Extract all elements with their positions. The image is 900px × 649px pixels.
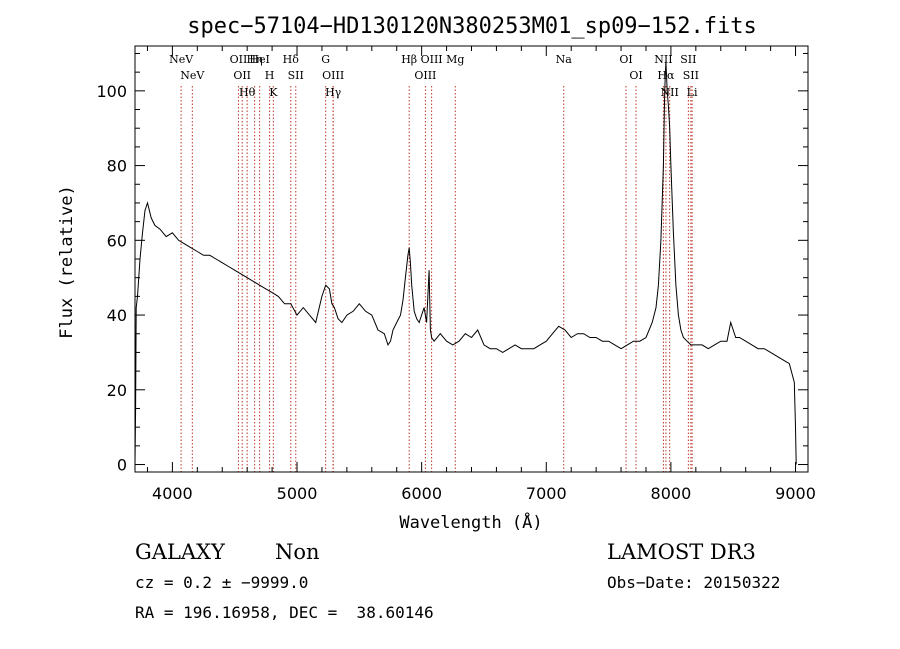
y-tick-label: 20	[107, 381, 127, 400]
line-marker-label: Hθ	[239, 86, 256, 99]
line-marker-label: SII	[288, 69, 304, 82]
y-tick-label: 100	[96, 82, 127, 101]
spectrum-line	[134, 60, 797, 465]
object-subclass: Non	[275, 540, 320, 564]
x-tick-label: 5000	[277, 484, 318, 503]
line-marker-label: H	[265, 69, 275, 82]
redshift-readout: cz = 0.2 ± −9999.0	[135, 573, 309, 592]
survey-name: LAMOST DR3	[607, 540, 756, 564]
coordinates: RA = 196.16958, DEC = 38.60146	[135, 603, 434, 622]
line-marker-label: Mg	[446, 53, 464, 66]
chart-title: spec−57104−HD130120N380253M01_sp09−152.f…	[187, 14, 757, 39]
plot-frame	[134, 45, 809, 473]
x-tick-label: 8000	[651, 484, 692, 503]
line-marker-label: Hδ	[283, 53, 300, 66]
line-marker-label: OIII	[421, 53, 443, 66]
line-marker-label: NII	[660, 86, 678, 99]
line-marker-label: OIII	[322, 69, 344, 82]
x-tick-label: 4000	[152, 484, 193, 503]
spectrum-chart: spec−57104−HD130120N380253M01_sp09−152.f…	[57, 14, 816, 533]
line-marker-label: OI	[629, 69, 642, 82]
obs-date: Obs−Date: 20150322	[607, 573, 781, 592]
line-marker-label: NII	[654, 53, 672, 66]
line-marker-label: OI	[619, 53, 632, 66]
y-axis-ticks: 0 20 40 60 80 100	[96, 52, 808, 475]
y-axis-label: Flux (relative)	[57, 185, 77, 339]
x-tick-label: 6000	[401, 484, 442, 503]
x-axis-ticks: 4000 5000 6000 7000 8000 9000	[146, 46, 816, 503]
line-marker-label: HeI	[249, 53, 269, 66]
line-marker-label: SII	[683, 69, 699, 82]
line-marker-label: NeV	[169, 53, 194, 66]
x-tick-label: 9000	[775, 484, 816, 503]
object-class: GALAXY	[135, 540, 225, 564]
x-axis-label: Wavelength (Å)	[399, 511, 542, 533]
line-markers	[180, 86, 693, 472]
line-marker-label: Hγ	[325, 86, 342, 99]
line-marker-label: Hβ	[401, 53, 417, 66]
line-marker-label: NeV	[180, 69, 205, 82]
y-tick-label: 60	[107, 231, 127, 250]
y-tick-label: 0	[117, 456, 127, 475]
y-tick-label: 80	[107, 157, 127, 176]
y-tick-label: 40	[107, 306, 127, 325]
line-marker-label: Na	[556, 53, 573, 66]
line-marker-label: Li	[687, 86, 698, 99]
line-marker-label: OII	[230, 53, 248, 66]
x-tick-label: 7000	[526, 484, 567, 503]
line-marker-label: G	[321, 53, 330, 66]
line-marker-label: Hη	[247, 53, 263, 66]
line-marker-label: OII	[233, 69, 251, 82]
line-marker-label: OIII	[414, 69, 436, 82]
line-marker-label: K	[269, 86, 278, 99]
line-marker-label: SII	[680, 53, 696, 66]
